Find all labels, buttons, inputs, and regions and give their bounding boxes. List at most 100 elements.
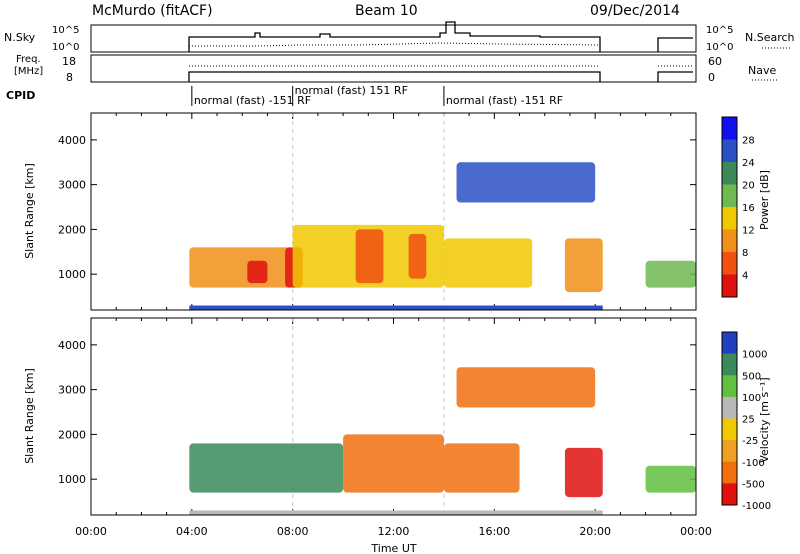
scatter-patch (645, 465, 696, 493)
velocity-colorbar-label: Velocity [m s⁻¹] (758, 377, 771, 462)
colorbar-swatch (722, 274, 737, 298)
x-tick-label: 00:00 (680, 525, 712, 538)
freq-label-2: [MHz] (14, 66, 43, 77)
scatter-patch (355, 229, 384, 284)
x-tick-label: 04:00 (176, 525, 208, 538)
x-tick-label: 00:00 (75, 525, 107, 538)
colorbar-tick: 24 (742, 158, 755, 169)
y-tick-label: 3000 (58, 384, 86, 397)
colorbar-swatch (722, 207, 737, 230)
colorbar-tick: 20 (742, 181, 755, 192)
colorbar-swatch (722, 353, 737, 376)
colorbar-tick: -500 (742, 479, 765, 490)
scatter-patch (443, 238, 533, 288)
colorbar-tick: 12 (742, 226, 755, 237)
nave-label: Nave (748, 64, 776, 77)
freq-tick-top: 18 (62, 55, 76, 68)
scatter-patch (189, 443, 344, 493)
colorbar-tick: 8 (742, 248, 748, 259)
nsky-trace (188, 21, 601, 52)
power-panel: Slant Range [km] 1000 2000 3000 4000 (23, 112, 697, 311)
colorbar-swatch (722, 332, 737, 354)
nsearch-trace (189, 42, 601, 47)
colorbar-swatch (722, 461, 737, 484)
scatter-patch (456, 367, 596, 408)
ground-scatter (189, 305, 603, 310)
colorbar-swatch (722, 396, 737, 419)
colorbar-swatch (722, 117, 737, 140)
colorbar-swatch (722, 440, 737, 463)
x-tick-label: 12:00 (378, 525, 410, 538)
colorbar-frame (721, 116, 738, 298)
nave-tick-bottom: 0 (708, 71, 715, 84)
colorbar-swatch (722, 184, 737, 208)
colorbar-swatch (722, 483, 737, 506)
scatter-patch (247, 260, 268, 284)
nsearch-label: N.Search (745, 31, 795, 44)
colorbar-swatch (722, 162, 737, 185)
colorbar-swatch (722, 418, 737, 441)
y-tick-label: 4000 (58, 134, 86, 147)
velocity-ylabel: Slant Range [km] (23, 368, 36, 464)
power-colorbar-label: Power [dB] (758, 170, 771, 230)
nsearch-tick-bottom: 10^0 (706, 42, 733, 53)
velocity-colorbar: Velocity [m s⁻¹] 1000 500 100 25 -25 -100 -500… (721, 331, 771, 512)
station-title: McMurdo (fitACF) (92, 3, 213, 19)
colorbar-tick: 4 (742, 271, 748, 282)
colorbar-tick: 500 (742, 371, 761, 382)
velocity-panel: Slant Range [km] Time UT 1000 2000 3000 400… (23, 317, 712, 554)
scatter-patch (456, 162, 596, 203)
y-tick-label: 4000 (58, 339, 86, 352)
nsky-label: N.Sky (4, 31, 36, 44)
scatter-patch (443, 443, 520, 493)
y-tick-label: 2000 (58, 223, 86, 236)
xaxis-label: Time UT (370, 542, 416, 554)
scatter-patch (343, 434, 444, 493)
y-tick-label: 3000 (58, 179, 86, 192)
cpid-segment-label: normal (fast) -151 RF (194, 94, 311, 107)
freq-tick-bottom: 8 (66, 71, 73, 84)
colorbar-swatch (722, 139, 737, 163)
colorbar-tick: 16 (742, 203, 755, 214)
colorbar-tick: 1000 (742, 350, 767, 361)
y-tick-label: 2000 (58, 428, 86, 441)
power-colorbar: Power [dB] 4 8 12 16 20 24 28 (721, 116, 771, 298)
freq-trace (188, 71, 693, 82)
x-tick-label: 08:00 (277, 525, 309, 538)
nsky-tick-top: 10^5 (52, 25, 79, 36)
colorbar-tick: 25 (742, 415, 755, 426)
freq-strip: Freq. [MHz] 18 8 Nave 60 0 (14, 54, 778, 84)
nsearch-tick-top: 10^5 (706, 25, 733, 36)
colorbar-swatch (722, 229, 737, 253)
colorbar-frame (721, 331, 738, 506)
colorbar-tick: -100 (742, 458, 765, 469)
nsky-trace-late (657, 37, 693, 52)
scatter-patch (408, 233, 427, 279)
colorbar-tick: -1000 (742, 501, 771, 512)
cpid-segment-label: normal (fast) -151 RF (446, 94, 563, 107)
cpid-label: CPID (6, 89, 35, 102)
colorbar-tick: 28 (742, 136, 755, 147)
y-tick-label: 1000 (58, 473, 86, 486)
x-tick-label: 20:00 (579, 525, 611, 538)
nave-tick-top: 60 (708, 55, 722, 68)
colorbar-tick: 100 (742, 393, 761, 404)
colorbar-tick: -25 (742, 436, 758, 447)
y-tick-label: 1000 (58, 268, 86, 281)
scatter-patch (189, 247, 293, 288)
scatter-patch (564, 238, 603, 293)
ground-scatter (189, 510, 603, 515)
nsky-tick-bottom: 10^0 (52, 42, 79, 53)
freq-label-1: Freq. (16, 54, 41, 65)
cpid-segment-label: normal (fast) 151 RF (295, 84, 408, 97)
x-tick-label: 16:00 (478, 525, 510, 538)
colorbar-swatch (722, 375, 737, 398)
colorbar-swatch (722, 252, 737, 275)
beam-title: Beam 10 (355, 3, 418, 19)
power-ylabel: Slant Range [km] (23, 163, 36, 259)
nsky-strip: N.Sky 10^5 10^0 N.Search 10^5 10^0 (4, 21, 795, 53)
scatter-patch (645, 260, 696, 288)
date-title: 09/Dec/2014 (590, 3, 680, 19)
